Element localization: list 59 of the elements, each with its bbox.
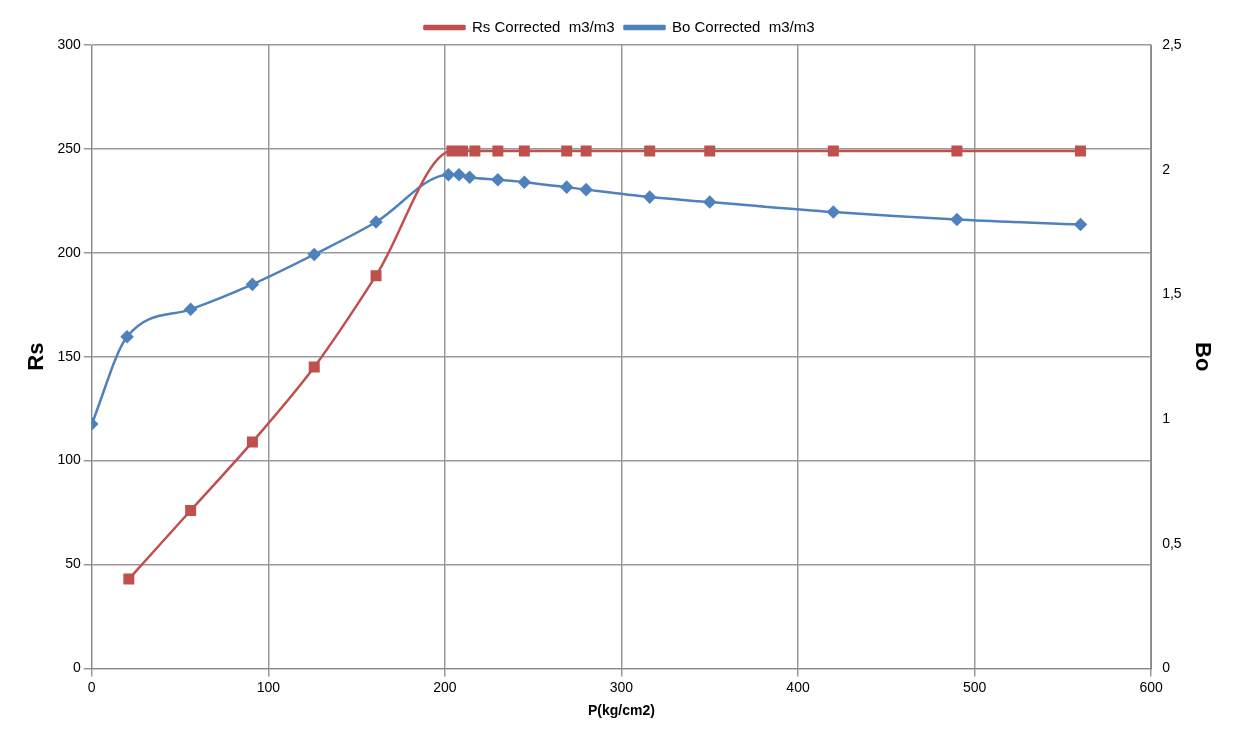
point (123, 573, 135, 585)
y2-tick-label: 1,5 (1162, 285, 1182, 302)
point (560, 180, 573, 194)
point (307, 248, 321, 261)
y-tick-label: 250 (57, 139, 81, 156)
x-tick-label: 200 (433, 678, 457, 695)
point (185, 504, 197, 516)
y2-tick-label: 2,5 (1162, 35, 1182, 52)
y2-tick-label: 0,5 (1162, 534, 1182, 551)
point (452, 168, 466, 181)
point (308, 361, 320, 373)
legend-label: Rs Corrected m3/m3 (471, 17, 615, 35)
point (518, 145, 530, 157)
y-tick-label: 50 (65, 555, 81, 572)
point (1074, 218, 1087, 231)
y-axis-title: Rs (23, 342, 49, 371)
point (1075, 145, 1087, 157)
x-tick-label: 600 (1139, 678, 1164, 695)
point (184, 303, 197, 316)
point (827, 205, 840, 219)
point (518, 175, 531, 189)
point (369, 215, 383, 229)
y-tick-label: 100 (57, 451, 81, 468)
y-tick-label: 150 (57, 347, 81, 364)
legend-label: Bo Corrected m3/m3 (671, 17, 815, 35)
point (120, 330, 134, 343)
point (463, 170, 476, 184)
y2-tick-label: 1 (1162, 409, 1171, 426)
point (703, 195, 716, 209)
x-tick-label: 100 (256, 678, 281, 695)
x-tick-label: 400 (786, 678, 810, 695)
point (491, 173, 505, 186)
point (370, 270, 382, 282)
point (579, 183, 593, 196)
x-tick-label: 0 (87, 678, 96, 695)
x-tick-label: 500 (962, 678, 987, 695)
x-axis-title: P(kg/cm2) (587, 702, 655, 719)
y-tick-label: 0 (72, 659, 81, 676)
point (457, 145, 469, 157)
y-tick-label: 200 (57, 243, 81, 260)
y2-tick-label: 2 (1162, 160, 1171, 177)
x-tick-label: 300 (609, 678, 634, 695)
point (561, 145, 573, 157)
point (827, 145, 839, 157)
point (643, 190, 656, 204)
point (644, 145, 656, 157)
point (580, 145, 592, 157)
y-tick-label: 300 (57, 35, 81, 52)
y2-axis-title: Bo (1190, 342, 1216, 372)
point (492, 145, 504, 157)
point (246, 436, 258, 448)
point (446, 145, 458, 157)
point (704, 145, 716, 157)
point (950, 213, 964, 226)
point (442, 168, 455, 181)
point (469, 145, 481, 157)
point (951, 145, 963, 157)
y2-tick-label: 0 (1162, 659, 1171, 676)
point (246, 278, 259, 291)
